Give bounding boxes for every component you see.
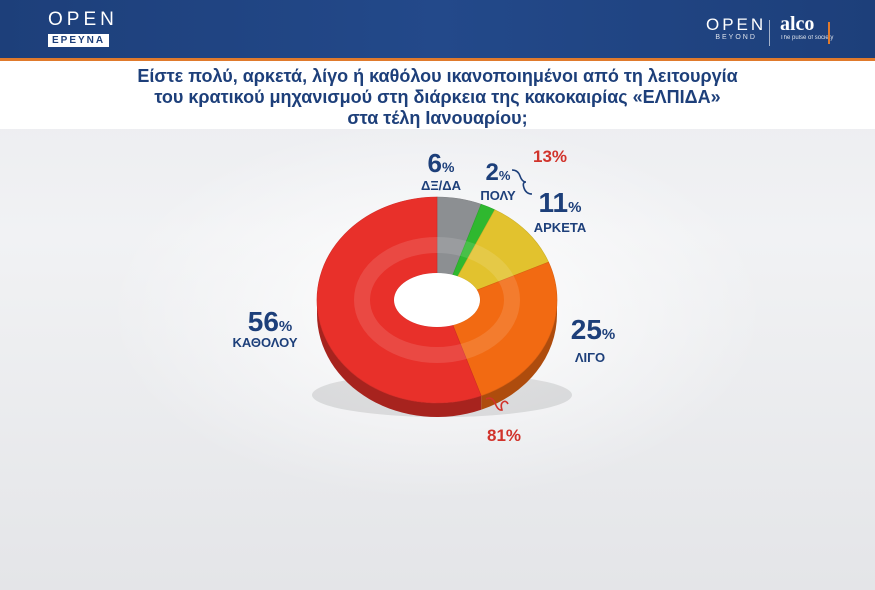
group-labels: 13% 81%	[485, 147, 567, 445]
slice-labels: 6%ΔΞ/ΔΑ 2% ΠΟΛΥ 11% ΑΡΚΕΤΑ 25% ΛΙΓΟ 56%ΚΑΘΟΛΟΥ	[232, 148, 615, 365]
partner-tagline: The pulse of society	[780, 35, 834, 41]
category-label-3: ΛΙΓΟ	[575, 350, 605, 365]
value-label-2: 11%	[539, 187, 582, 218]
value-label-4: 56%	[248, 306, 293, 337]
value-label-3: 25%	[571, 314, 616, 345]
alco-accent-bar	[828, 22, 830, 44]
title-line-1: Είστε πολύ, αρκετά, λίγο ή καθόλου ικανο…	[137, 66, 738, 86]
logo-left-main: OPEN	[48, 9, 118, 30]
title-band	[0, 61, 875, 129]
logo-right-main: OPEN	[706, 15, 767, 34]
group-brace-81	[485, 397, 509, 411]
category-label-0: ΔΞ/ΔΑ	[421, 178, 462, 193]
category-label-1: ΠΟΛΥ	[480, 188, 516, 203]
open-erevna-logo: OPEN ΕΡΕΥΝΑ	[48, 9, 118, 48]
group-label-81: 81%	[487, 426, 521, 445]
group-label-13: 13%	[533, 147, 567, 166]
chart-title: Είστε πολύ, αρκετά, λίγο ή καθόλου ικανο…	[40, 66, 835, 129]
category-label-2: ΑΡΚΕΤΑ	[534, 220, 587, 235]
alco-logo: alco The pulse of society	[780, 14, 833, 42]
category-label-4: ΚΑΘΟΛΟΥ	[232, 335, 297, 350]
donut-top	[316, 196, 558, 404]
logo-right-sub: BEYOND	[715, 34, 757, 41]
group-brace-13	[511, 169, 533, 195]
value-label-1: 2%	[486, 159, 511, 186]
header-bar	[0, 0, 875, 58]
partner-logo: alco	[780, 13, 815, 35]
value-label-0: 6%	[428, 148, 455, 178]
slice-katholou-side	[317, 300, 482, 418]
open-beyond-logo: OPEN BEYOND	[706, 16, 766, 42]
donut-hole	[394, 273, 480, 327]
donut-inner-shading	[354, 237, 520, 363]
header-accent-rule	[0, 58, 875, 61]
logo-separator	[769, 20, 770, 46]
logo-left-sub: ΕΡΕΥΝΑ	[48, 34, 110, 47]
title-line-2: του κρατικού μηχανισμού στη διάρκεια της…	[154, 87, 721, 107]
